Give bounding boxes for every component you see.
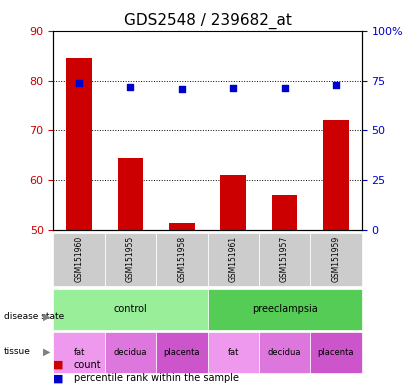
FancyBboxPatch shape xyxy=(208,333,259,373)
Text: GSM151958: GSM151958 xyxy=(178,236,186,282)
FancyBboxPatch shape xyxy=(53,233,105,286)
Text: GSM151959: GSM151959 xyxy=(332,236,340,283)
Bar xyxy=(220,175,246,230)
Point xyxy=(76,79,82,86)
FancyBboxPatch shape xyxy=(208,233,259,286)
Text: decidua: decidua xyxy=(268,348,301,358)
Point xyxy=(281,84,288,91)
Text: fat: fat xyxy=(228,348,239,358)
Text: control: control xyxy=(113,304,148,314)
Text: count: count xyxy=(74,360,102,370)
FancyBboxPatch shape xyxy=(105,233,156,286)
Bar xyxy=(323,121,349,230)
Text: ■: ■ xyxy=(53,360,64,370)
Text: fat: fat xyxy=(74,348,85,358)
FancyBboxPatch shape xyxy=(156,333,208,373)
Text: decidua: decidua xyxy=(114,348,147,358)
FancyBboxPatch shape xyxy=(53,289,208,329)
Point xyxy=(127,83,134,89)
Text: GSM151960: GSM151960 xyxy=(75,236,83,283)
Title: GDS2548 / 239682_at: GDS2548 / 239682_at xyxy=(124,13,291,29)
Bar xyxy=(118,158,143,230)
Text: ▶: ▶ xyxy=(43,312,51,322)
FancyBboxPatch shape xyxy=(259,333,310,373)
Text: preeclampsia: preeclampsia xyxy=(252,304,317,314)
Point xyxy=(333,81,339,88)
FancyBboxPatch shape xyxy=(53,333,105,373)
FancyBboxPatch shape xyxy=(105,333,156,373)
FancyBboxPatch shape xyxy=(310,333,362,373)
Bar xyxy=(272,195,298,230)
Text: disease state: disease state xyxy=(4,312,65,321)
Text: tissue: tissue xyxy=(4,347,31,356)
FancyBboxPatch shape xyxy=(156,233,208,286)
Bar xyxy=(169,223,195,230)
Text: GSM151955: GSM151955 xyxy=(126,236,135,283)
Text: ▶: ▶ xyxy=(43,346,51,356)
Bar xyxy=(66,58,92,230)
Text: percentile rank within the sample: percentile rank within the sample xyxy=(74,373,239,383)
Text: GSM151957: GSM151957 xyxy=(280,236,289,283)
FancyBboxPatch shape xyxy=(310,233,362,286)
Text: GSM151961: GSM151961 xyxy=(229,236,238,282)
Point xyxy=(178,86,185,92)
Text: placenta: placenta xyxy=(318,348,354,358)
Point xyxy=(230,84,237,91)
Text: placenta: placenta xyxy=(164,348,200,358)
Text: ■: ■ xyxy=(53,373,64,383)
FancyBboxPatch shape xyxy=(208,289,362,329)
FancyBboxPatch shape xyxy=(259,233,310,286)
